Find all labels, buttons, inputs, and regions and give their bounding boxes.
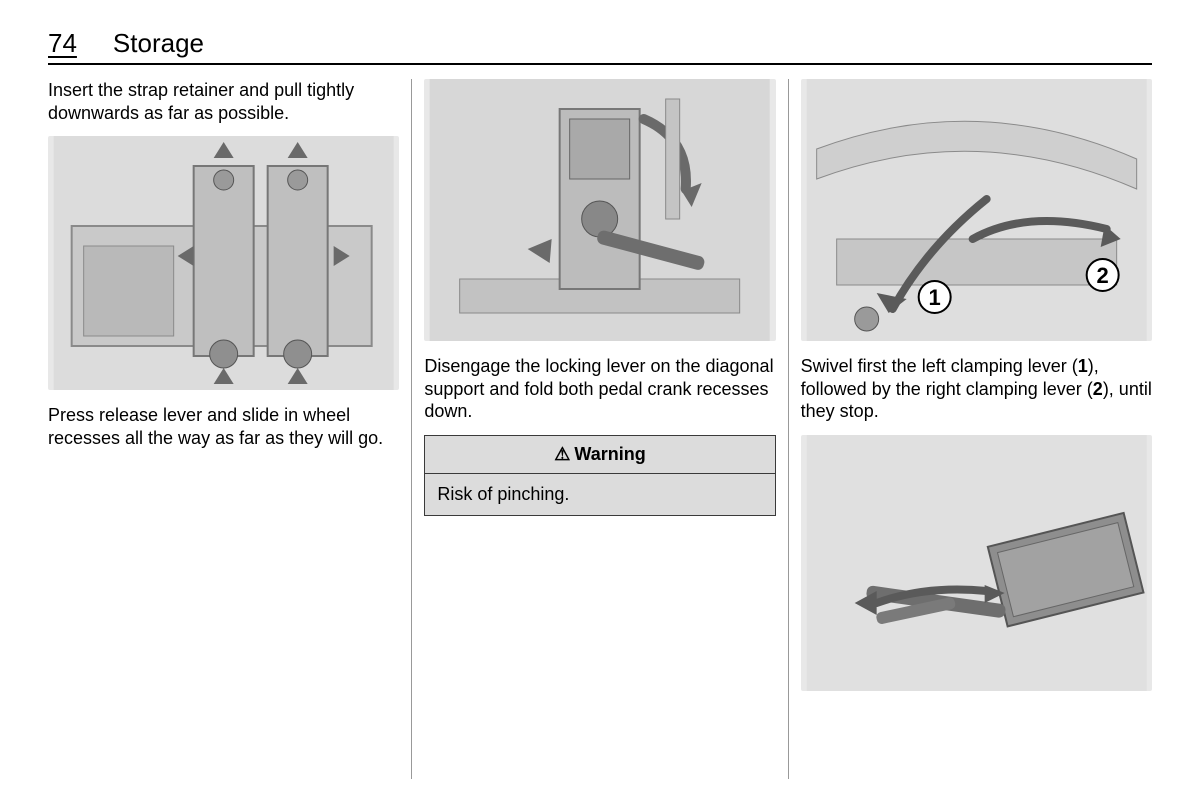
callout-1: 1 (928, 285, 940, 310)
figure-locking-lever (424, 79, 775, 341)
page-header: 74 Storage (48, 28, 1152, 65)
left-p1: Insert the strap retainer and pull tight… (48, 79, 399, 124)
middle-p1: Disengage the locking lever on the diago… (424, 355, 775, 423)
figure-clamping-levers: 1 2 (801, 79, 1152, 341)
warning-body: Risk of pinching. (425, 474, 774, 515)
callout-2: 2 (1096, 263, 1108, 288)
content-columns: Insert the strap retainer and pull tight… (48, 79, 1152, 779)
page-number: 74 (48, 28, 77, 59)
section-title: Storage (113, 28, 204, 59)
left-p2: Press release lever and slide in wheel r… (48, 404, 399, 449)
middle-column: Disengage the locking lever on the diago… (412, 79, 788, 779)
right-p1: Swivel first the left clamping lever (1)… (801, 355, 1152, 423)
figure-lever-closeup (801, 435, 1152, 691)
warning-title: Warning (574, 444, 645, 465)
right-p1-b2: 2 (1093, 379, 1103, 399)
warning-icon: ⚠ (554, 445, 570, 463)
figure-strap-retainer (48, 136, 399, 390)
warning-header: ⚠ Warning (425, 436, 774, 474)
right-p1-b1: 1 (1078, 356, 1088, 376)
right-p1-pre: Swivel first the left clamping lever ( (801, 356, 1078, 376)
warning-box: ⚠ Warning Risk of pinching. (424, 435, 775, 516)
left-column: Insert the strap retainer and pull tight… (48, 79, 412, 779)
right-column: 1 2 Swivel first the left clamping lever… (789, 79, 1152, 779)
